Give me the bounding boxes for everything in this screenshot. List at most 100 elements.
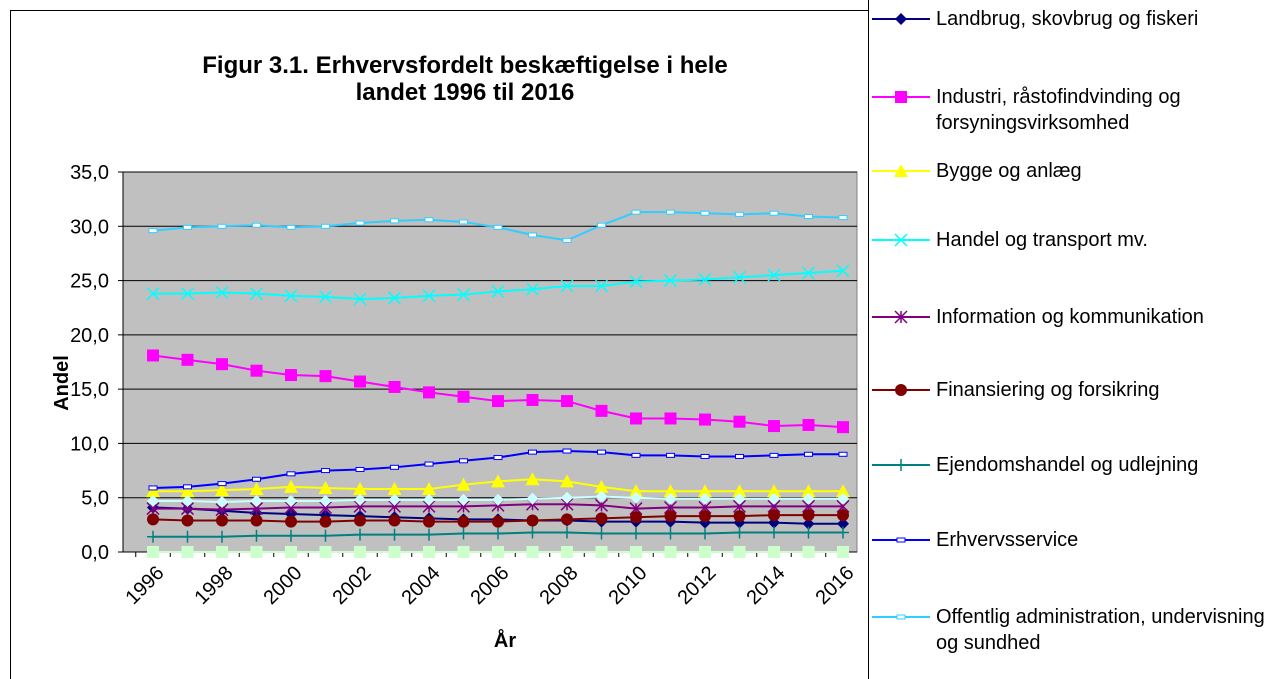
marker (802, 526, 815, 539)
marker (664, 510, 677, 523)
marker (491, 474, 505, 488)
marker (457, 527, 470, 540)
marker (664, 527, 677, 540)
marker (388, 528, 401, 541)
marker (318, 480, 333, 494)
marker (181, 514, 194, 527)
marker (769, 452, 779, 458)
marker (837, 492, 849, 505)
marker (630, 491, 642, 504)
marker (457, 515, 470, 528)
marker (663, 274, 678, 288)
marker (595, 527, 608, 540)
marker (147, 494, 159, 507)
marker (735, 211, 744, 217)
marker (388, 380, 401, 393)
marker (733, 510, 746, 523)
marker (895, 459, 907, 471)
marker (802, 492, 815, 505)
marker (216, 514, 228, 527)
marker (215, 483, 229, 497)
marker (249, 287, 264, 301)
marker (250, 529, 263, 542)
marker (217, 481, 227, 487)
marker (802, 509, 815, 522)
marker (698, 484, 712, 498)
marker (285, 494, 297, 507)
legend-label: Erhvervsservice (936, 529, 1079, 551)
marker (595, 546, 608, 558)
marker (459, 219, 468, 225)
marker (422, 289, 436, 303)
marker (735, 453, 744, 459)
marker (894, 233, 908, 247)
marker (285, 515, 297, 528)
marker (733, 546, 746, 558)
marker (525, 282, 540, 296)
marker (285, 546, 297, 558)
marker (457, 390, 470, 403)
marker (249, 482, 264, 496)
legend-frame (868, 0, 1284, 679)
marker (491, 284, 505, 298)
marker (319, 529, 332, 542)
marker (630, 527, 642, 540)
marker (698, 272, 712, 287)
marker (146, 287, 160, 301)
marker (181, 494, 194, 507)
marker (837, 421, 849, 434)
marker (492, 493, 504, 506)
marker (666, 452, 675, 458)
marker (597, 222, 606, 228)
marker (895, 13, 907, 25)
marker (767, 268, 781, 282)
marker (354, 375, 366, 388)
marker (595, 490, 608, 503)
marker (804, 214, 813, 220)
marker (215, 285, 229, 300)
marker (561, 491, 573, 504)
marker (560, 279, 574, 293)
marker (423, 528, 435, 541)
marker (321, 223, 330, 229)
marker (838, 451, 848, 457)
marker (836, 484, 850, 498)
marker (492, 527, 504, 540)
marker (664, 492, 677, 505)
marker (561, 395, 573, 408)
marker (629, 275, 643, 289)
marker (699, 546, 711, 558)
marker (732, 270, 747, 284)
marker (181, 546, 194, 558)
chart-title: Figur 3.1. Erhvervsfordelt beskæftigelse… (202, 52, 728, 106)
marker (423, 386, 435, 399)
marker (801, 266, 816, 280)
marker (423, 515, 435, 528)
marker (147, 546, 159, 558)
marker (895, 91, 907, 103)
marker (457, 546, 470, 558)
marker (802, 418, 815, 431)
marker (456, 477, 471, 491)
marker (285, 529, 297, 542)
marker (802, 546, 815, 558)
marker (147, 513, 159, 526)
marker (388, 493, 401, 506)
legend-label: Industri, råstofindvinding og forsynings… (936, 86, 1181, 134)
marker (700, 210, 710, 216)
marker (895, 384, 907, 396)
marker (354, 546, 366, 558)
marker (595, 512, 608, 525)
marker (894, 164, 908, 177)
marker (216, 546, 228, 558)
marker (388, 546, 401, 558)
marker (388, 514, 401, 527)
y-tick-label: 5,0 (81, 488, 109, 510)
marker (318, 290, 333, 304)
y-tick-label: 15,0 (70, 379, 109, 401)
marker (700, 453, 710, 459)
marker (528, 449, 537, 455)
marker (594, 479, 609, 493)
marker (250, 514, 263, 527)
marker (699, 527, 711, 540)
